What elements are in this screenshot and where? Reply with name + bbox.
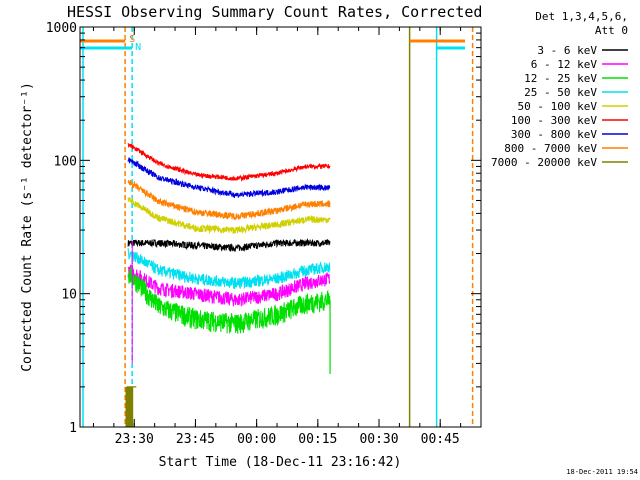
series-line — [127, 179, 331, 220]
x-tick-label: 00:15 — [298, 432, 337, 447]
series-line — [127, 266, 331, 334]
chart-title: HESSI Observing Summary Count Rates, Cor… — [67, 3, 482, 21]
plot-area — [79, 26, 482, 428]
series-3-6keV — [127, 237, 331, 252]
y-tick-label: 10 — [61, 288, 77, 303]
series-line — [127, 197, 331, 235]
x-tick-label: 23:30 — [115, 432, 154, 447]
y-tick-label: 1 — [69, 421, 77, 436]
series-line — [127, 157, 331, 199]
x-tick-label: 00:00 — [237, 432, 276, 447]
series-line — [127, 142, 331, 182]
generation-timestamp: 18-Dec-2011 19:54 — [566, 468, 638, 476]
legend-label: 100 - 300 keV — [511, 114, 597, 127]
series-layer — [125, 142, 331, 427]
observing-overlay: SN — [80, 27, 474, 427]
legend-attenuator: Att 0 — [595, 24, 628, 37]
x-tick-label: 00:30 — [359, 432, 398, 447]
series-line — [127, 248, 331, 290]
legend-label: 50 - 100 keV — [518, 100, 598, 113]
series-6-12keV — [127, 264, 331, 307]
series-50-100keV — [127, 197, 331, 235]
saa-flag-label: S — [129, 34, 135, 45]
legend-label: 800 - 7000 keV — [504, 142, 597, 155]
y-tick-label: 100 — [54, 154, 77, 169]
night-flag-label: N — [135, 42, 141, 53]
series-100-300keV — [127, 142, 331, 182]
y-axis-label: Corrected Count Rate (s⁻¹ detector⁻¹) — [20, 82, 35, 372]
series-300-800keV — [127, 157, 331, 199]
series-line — [125, 386, 134, 427]
y-tick-label: 1000 — [46, 21, 77, 36]
x-axis-label: Start Time (18-Dec-11 23:16:42) — [159, 455, 402, 470]
legend-label: 6 - 12 keV — [531, 58, 598, 71]
x-axis: 23:30 23:45 00:00 00:15 00:30 00:45 — [92, 27, 482, 447]
x-tick-label: 23:45 — [176, 432, 215, 447]
legend-label: 25 - 50 keV — [524, 86, 597, 99]
y-axis: 1 10 100 1000 — [46, 21, 481, 436]
x-tick-label: 00:45 — [421, 432, 460, 447]
legend-detectors: Det 1,3,4,5,6, — [535, 10, 628, 23]
series-line — [127, 237, 331, 252]
series-7000-20000keV — [125, 386, 137, 427]
series-800-7000keV — [127, 179, 331, 220]
legend-label: 300 - 800 keV — [511, 128, 597, 141]
legend-label: 12 - 25 keV — [524, 72, 597, 85]
legend-label: 7000 - 20000 keV — [491, 156, 597, 169]
legend-label: 3 - 6 keV — [537, 44, 597, 57]
series-line — [127, 264, 331, 307]
series-12-25keV — [127, 266, 331, 334]
series-25-50keV — [127, 248, 331, 290]
